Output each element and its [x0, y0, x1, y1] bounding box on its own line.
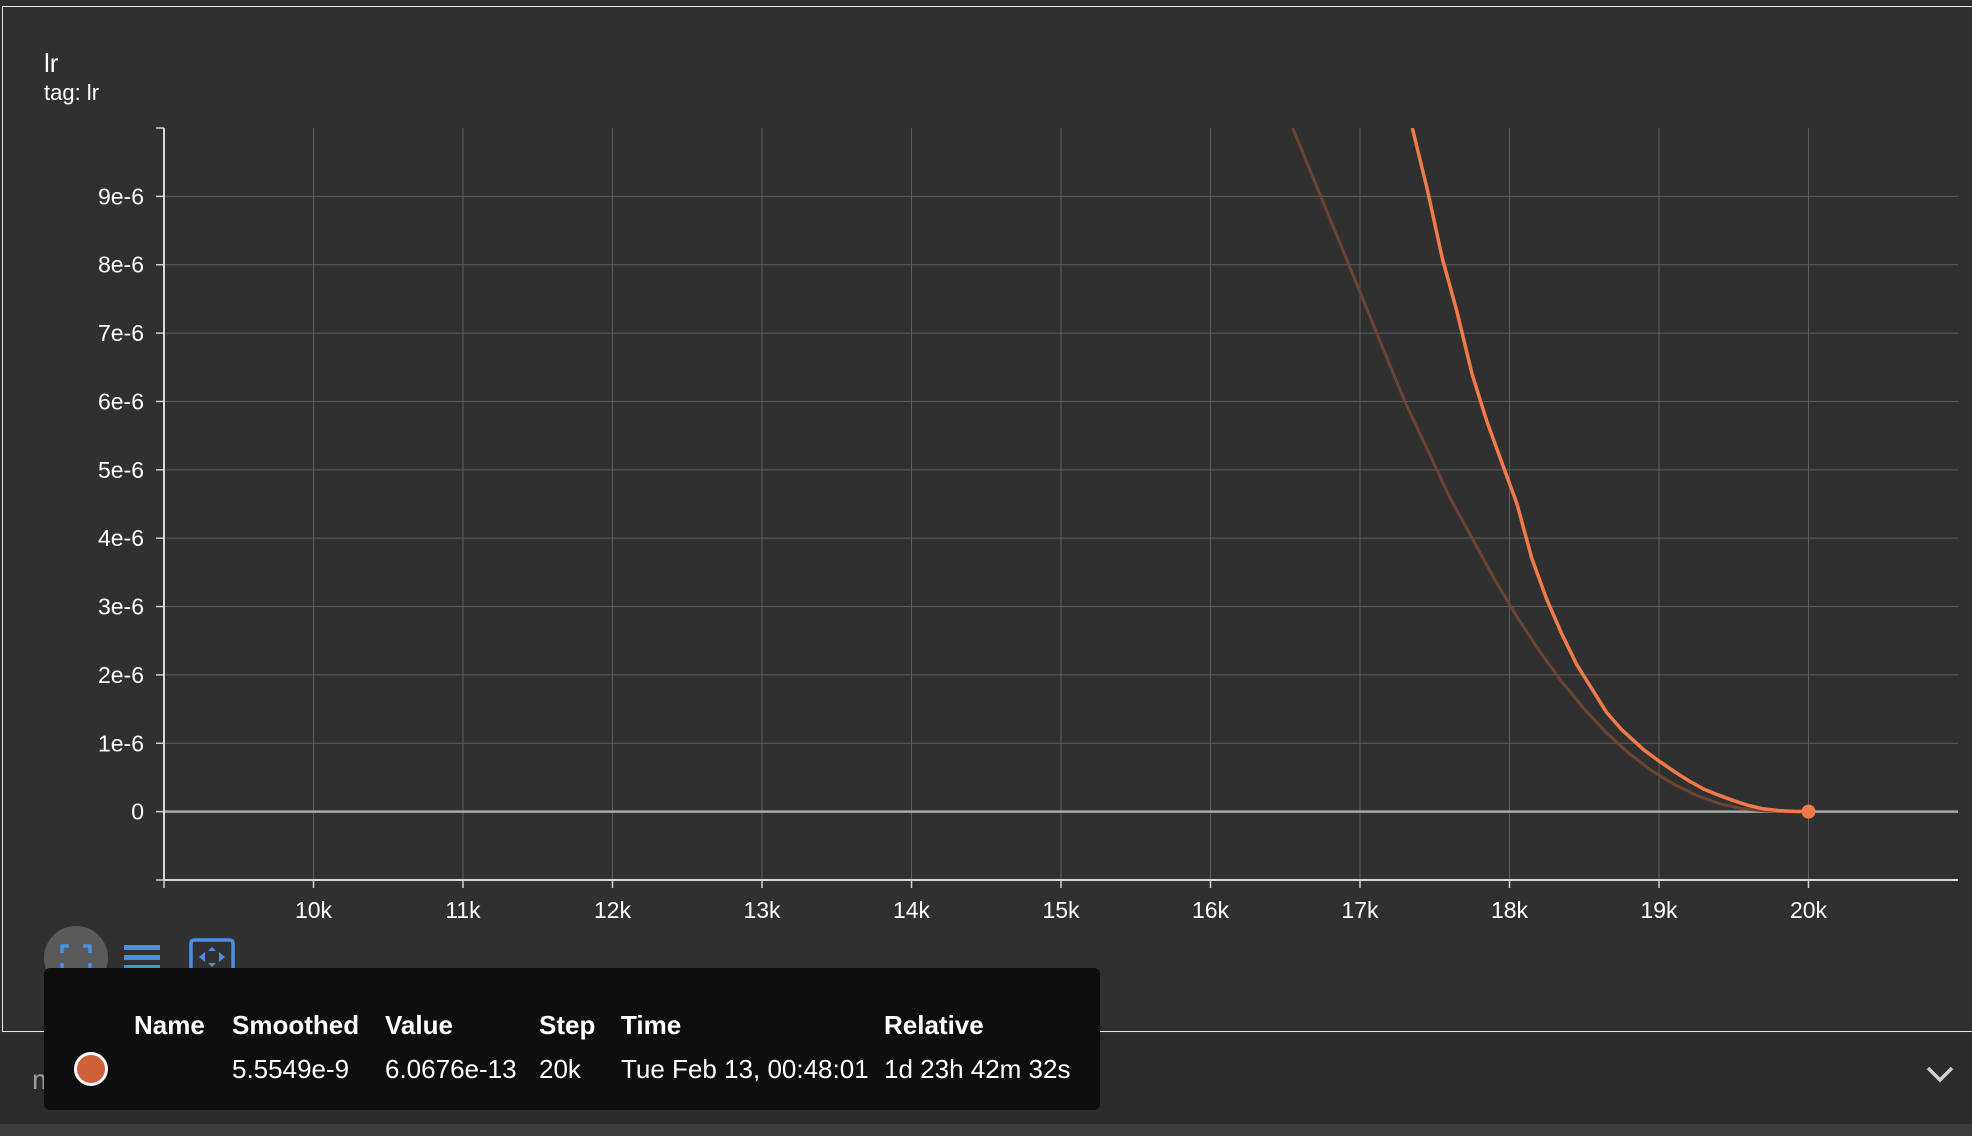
lines-icon [124, 945, 160, 970]
y-tick-label: 3e-6 [98, 594, 144, 620]
x-tick-label: 17k [1341, 897, 1379, 923]
series-layer [1291, 128, 1816, 819]
line-chart[interactable]: 10k 11k 12k 13k 14k 15k 16k 17k 18k 19k 20k 0 1e-6 2e… [0, 0, 1972, 1034]
chart-card [2, 6, 1972, 1032]
x-tick-label: 14k [893, 897, 931, 923]
header-smoothed: Smoothed [232, 1010, 360, 1040]
x-tick-label: 16k [1192, 897, 1230, 923]
cell-relative: 1d 23h 42m 32s [884, 1054, 1071, 1084]
x-tick-label: 10k [295, 897, 333, 923]
card-subtitle: tag: lr [44, 80, 100, 105]
x-tick-label: 13k [743, 897, 781, 923]
x-tick-label: 19k [1640, 897, 1678, 923]
header-name: Name [134, 1010, 205, 1040]
x-tick-label: 18k [1491, 897, 1529, 923]
fullscreen-icon [60, 944, 92, 972]
series-line-raw [1410, 128, 1809, 814]
card-title: lr [44, 48, 59, 78]
header-step: Step [539, 1010, 596, 1040]
x-tick-label: 11k [445, 897, 481, 923]
grid [164, 128, 1958, 880]
y-tick-label: 6e-6 [98, 388, 144, 414]
y-tick-label: 8e-6 [98, 252, 144, 278]
y-tick-label: 7e-6 [98, 320, 144, 346]
header-value: Value [385, 1010, 453, 1040]
cell-time: Tue Feb 13, 00:48:01 [621, 1054, 869, 1084]
axes: 10k 11k 12k 13k 14k 15k 16k 17k 18k 19k 20k 0 1e-6 2e… [98, 127, 1958, 923]
cell-step: 20k [539, 1054, 581, 1084]
series-line-smoothed [1291, 128, 1809, 814]
y-tick-label: 1e-6 [98, 730, 144, 756]
y-tick-label: 4e-6 [98, 525, 144, 551]
series-color-swatch [74, 1052, 108, 1086]
header-relative: Relative [884, 1010, 984, 1040]
y-tick-label: 0 [131, 799, 144, 825]
y-tick-label: 5e-6 [98, 457, 144, 483]
divider [0, 1124, 1972, 1136]
y-tick-label: 9e-6 [98, 183, 144, 209]
hover-point [1801, 804, 1816, 819]
x-tick-label: 20k [1790, 897, 1828, 923]
x-tick-label: 15k [1042, 897, 1080, 923]
header-time: Time [621, 1010, 682, 1040]
chevron-down-icon[interactable] [1922, 1056, 1958, 1092]
data-tooltip: Name Smoothed Value Step Time Relative 5… [44, 968, 1100, 1110]
y-tick-label: 2e-6 [98, 662, 144, 688]
cell-smoothed: 5.5549e-9 [232, 1054, 350, 1084]
cell-value: 6.0676e-13 [385, 1054, 517, 1084]
x-tick-label: 12k [594, 897, 632, 923]
toggle-lines-button[interactable] [110, 926, 174, 990]
